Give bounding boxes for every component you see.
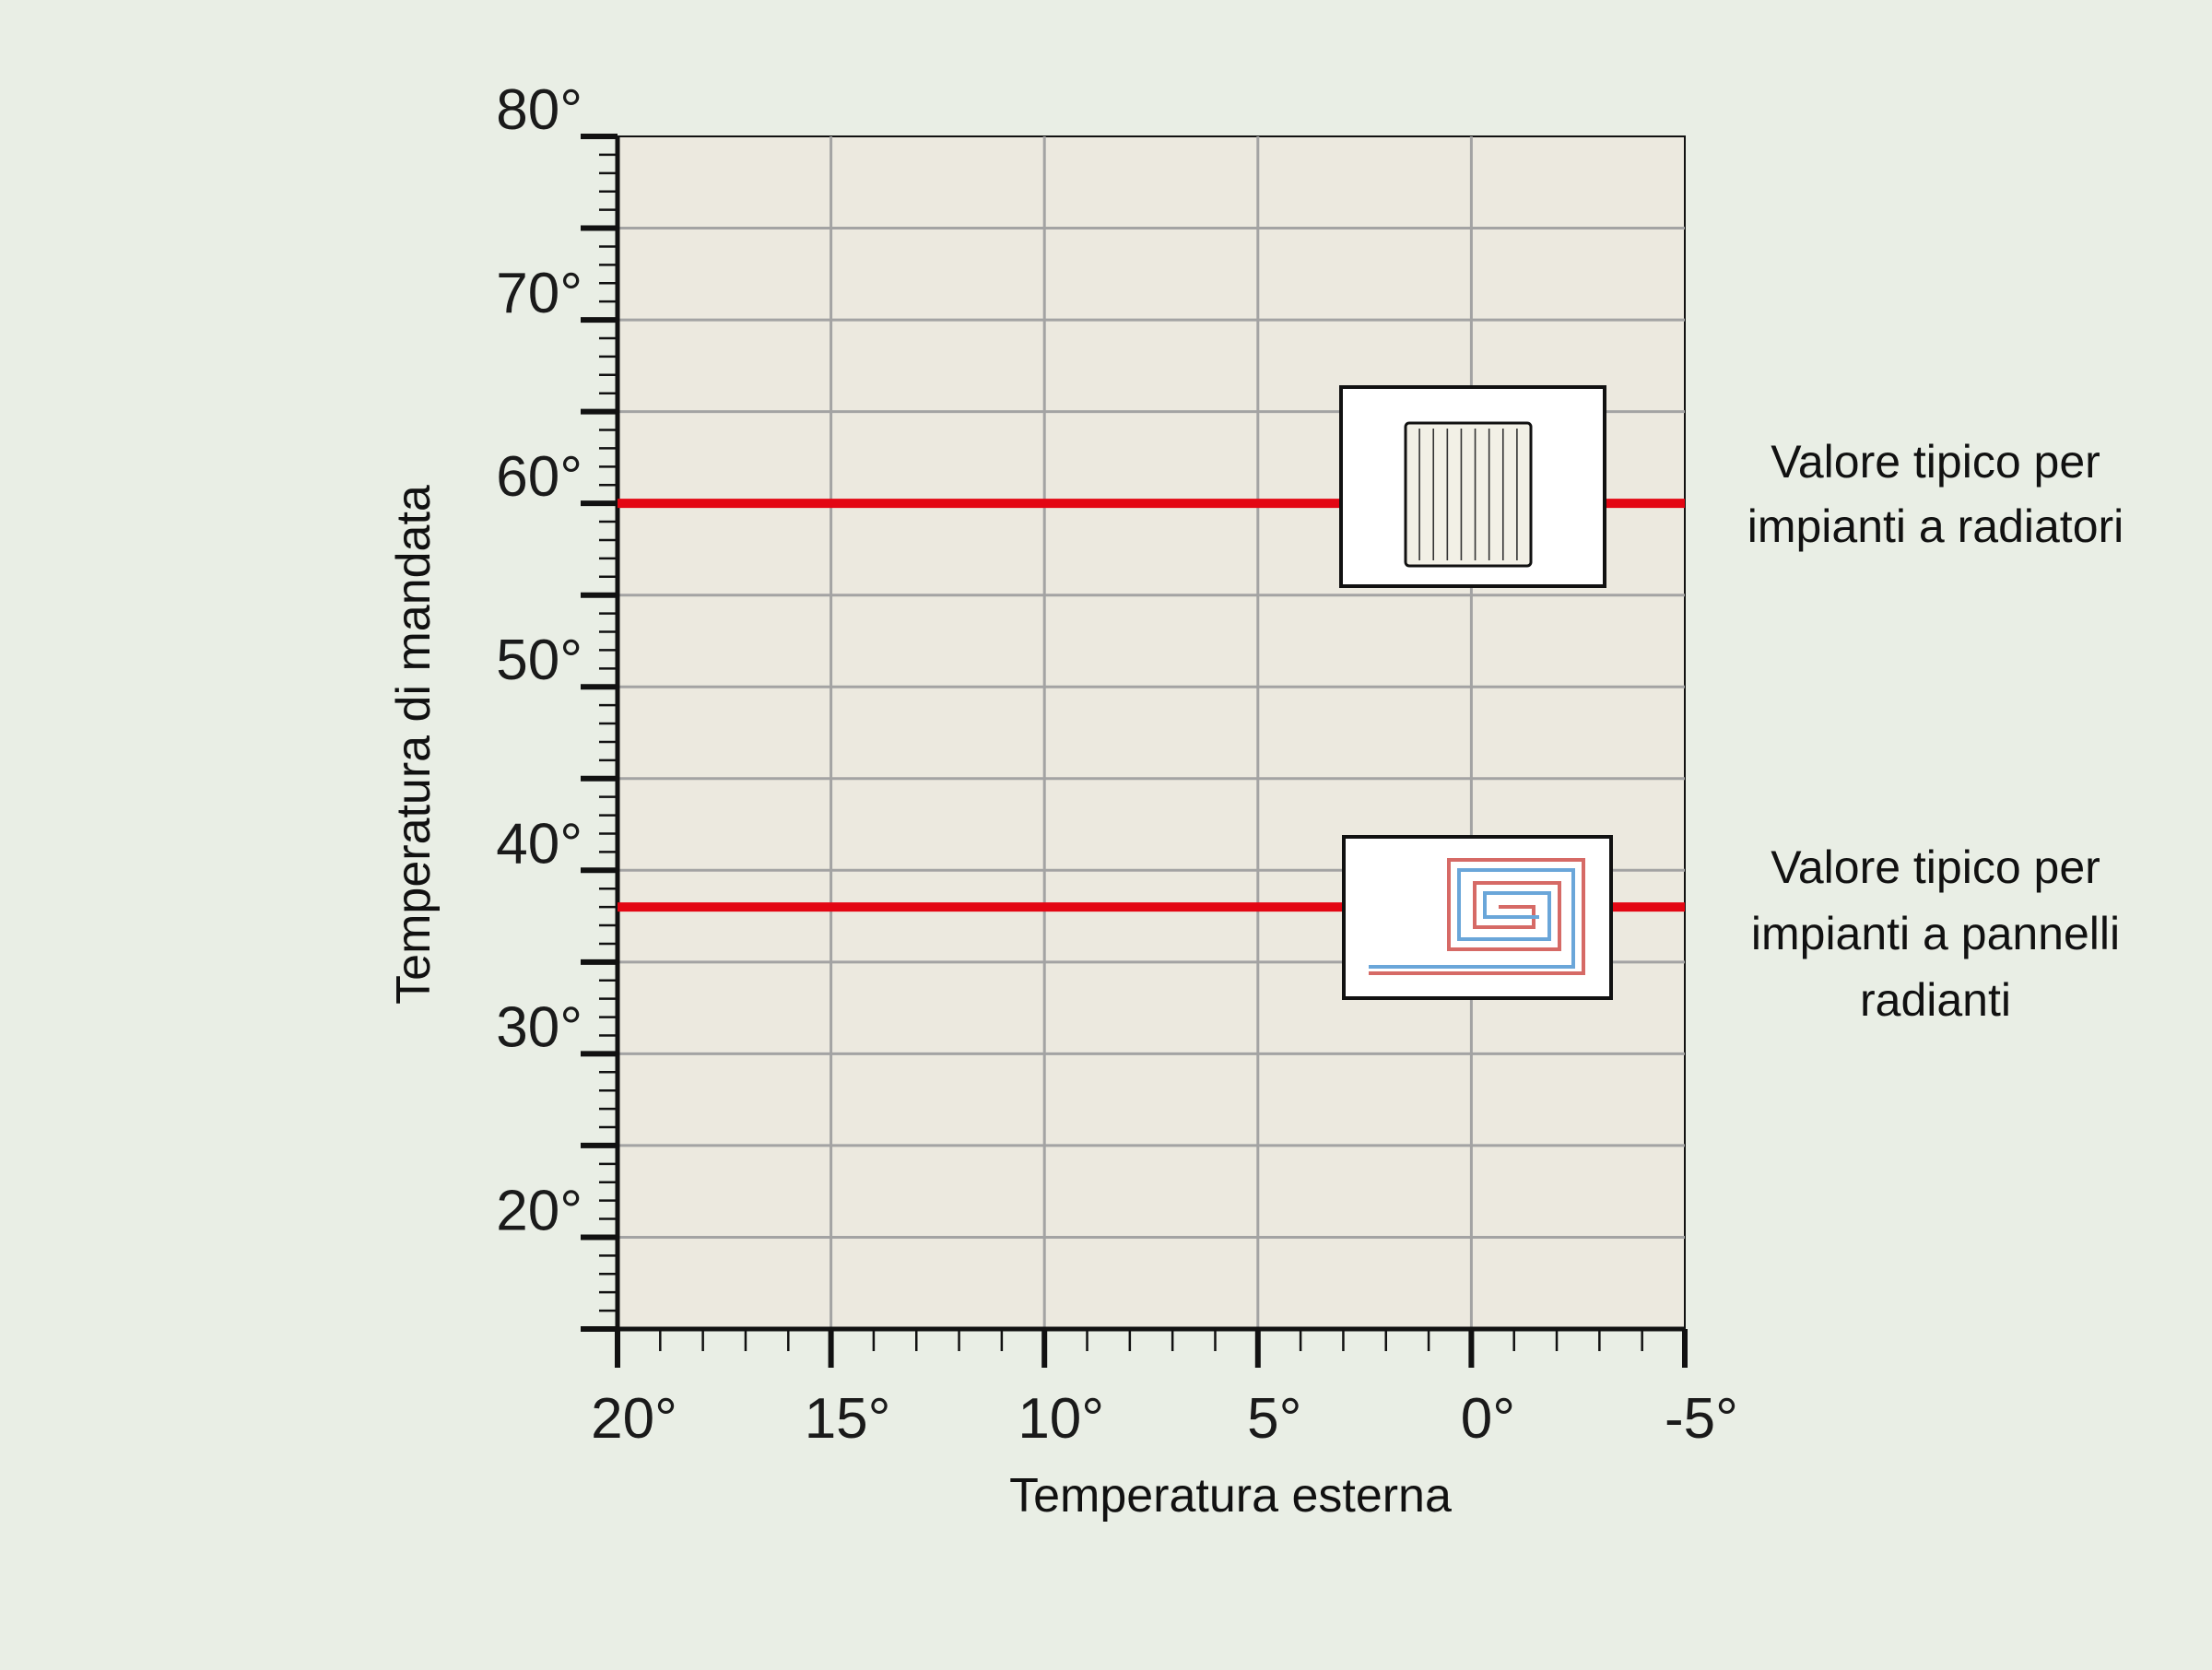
x-tick-label: 10° bbox=[1018, 1387, 1104, 1451]
icons bbox=[1339, 385, 1613, 1000]
annotation-line: Valore tipico per bbox=[1771, 436, 2100, 488]
radiator-icon-body bbox=[1404, 421, 1533, 568]
pipe-return bbox=[1369, 868, 1575, 969]
plot-area bbox=[617, 135, 1686, 1330]
y-axis-title: Temperatura di mandata bbox=[387, 485, 441, 1005]
y-tick-label: 60° bbox=[496, 445, 582, 509]
annotation-1: Valore tipico per impianti a pannelli radi… bbox=[1751, 841, 2120, 1026]
radiator-icon bbox=[1339, 385, 1606, 588]
annotation-line: Valore tipico per bbox=[1771, 841, 2100, 893]
pipe-supply bbox=[1369, 858, 1585, 975]
axis-ticks bbox=[581, 134, 1688, 1368]
x-tick-label: 5° bbox=[1247, 1387, 1301, 1451]
annotation-line: impianti a radiatori bbox=[1747, 500, 2124, 552]
y-tick-label: 40° bbox=[496, 812, 582, 876]
y-tick-label: 70° bbox=[496, 262, 582, 325]
x-tick-label: 20° bbox=[591, 1387, 677, 1451]
x-axis-title: Temperatura esterna bbox=[1009, 1469, 1452, 1523]
y-tick-label: 20° bbox=[496, 1179, 582, 1242]
y-tick-label: 30° bbox=[496, 995, 582, 1059]
radiant-floor-icon-frame bbox=[1342, 835, 1613, 1000]
annotation-line: radianti bbox=[1860, 974, 2011, 1026]
y-tick-label: 50° bbox=[496, 629, 582, 692]
annotation-line: impianti a pannelli bbox=[1751, 908, 2120, 959]
grid bbox=[618, 136, 1685, 1329]
radiant-floor-icon bbox=[1342, 835, 1613, 1000]
tick-labels: 20° 30° 40° 50° 60° 70° 80° 20° 15° 10° 5° 0° -5° bbox=[496, 78, 1738, 1451]
y-tick-label: 80° bbox=[496, 78, 582, 142]
annotation-0: Valore tipico per impianti a radiatori bbox=[1747, 436, 2124, 552]
x-tick-label: -5° bbox=[1665, 1387, 1738, 1451]
x-tick-label: 15° bbox=[805, 1387, 891, 1451]
x-tick-label: 0° bbox=[1461, 1387, 1515, 1451]
